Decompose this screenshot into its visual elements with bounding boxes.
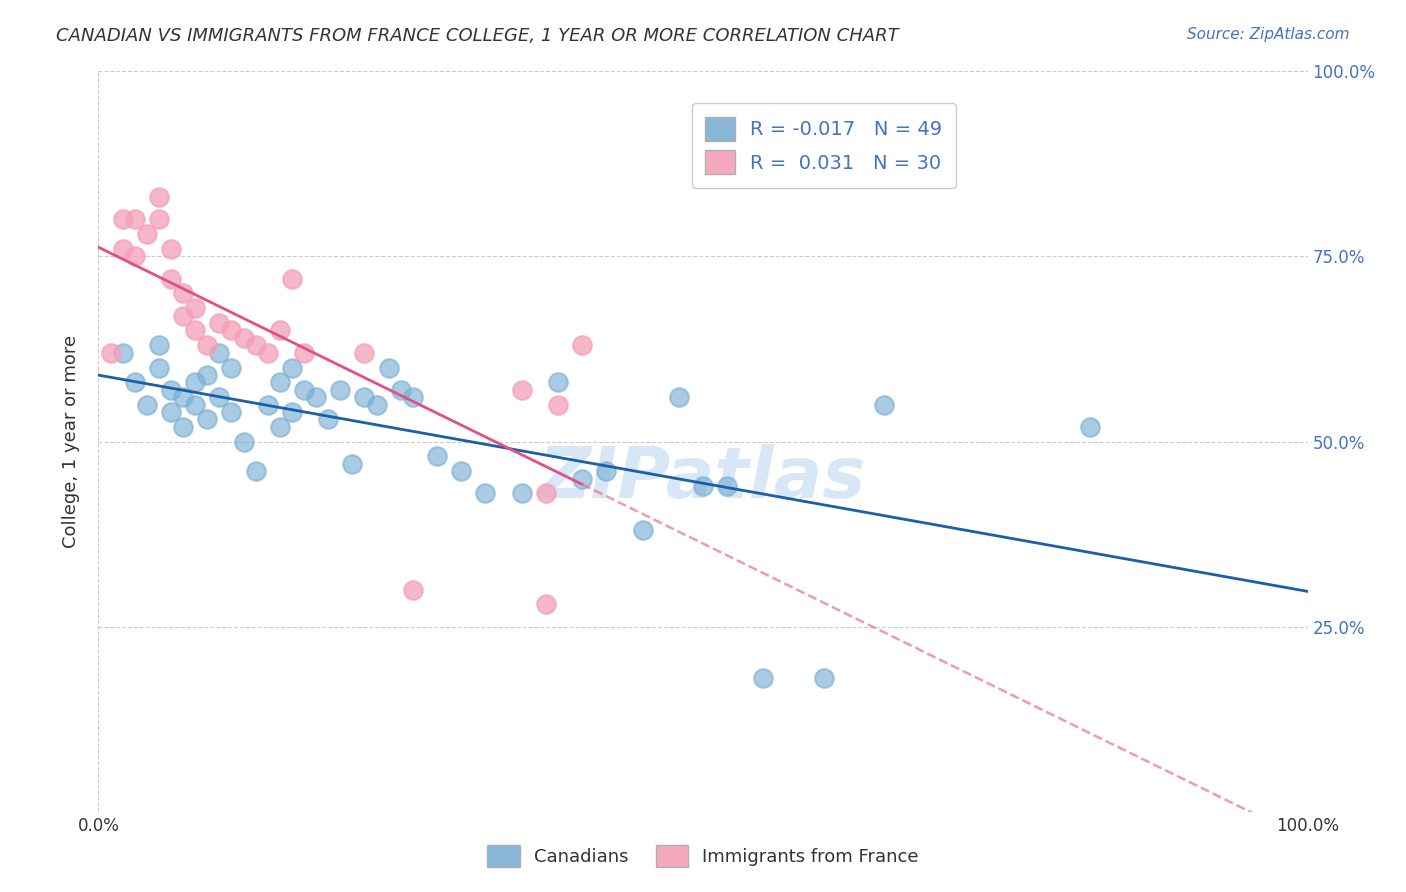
Point — [269, 376, 291, 390]
Point — [426, 450, 449, 464]
Point — [353, 390, 375, 404]
Point — [547, 376, 569, 390]
Point — [245, 338, 267, 352]
Point — [160, 383, 183, 397]
Point — [184, 324, 207, 338]
Point — [195, 412, 218, 426]
Point — [160, 242, 183, 256]
Point — [402, 582, 425, 597]
Point — [184, 398, 207, 412]
Point — [292, 383, 315, 397]
Point — [160, 271, 183, 285]
Point — [148, 212, 170, 227]
Point — [111, 212, 134, 227]
Point — [389, 383, 412, 397]
Point — [124, 376, 146, 390]
Point — [195, 368, 218, 382]
Point — [752, 672, 775, 686]
Point — [148, 338, 170, 352]
Point — [534, 598, 557, 612]
Point — [148, 190, 170, 204]
Point — [281, 360, 304, 375]
Text: Source: ZipAtlas.com: Source: ZipAtlas.com — [1187, 27, 1350, 42]
Point — [716, 479, 738, 493]
Point — [631, 524, 654, 538]
Point — [292, 345, 315, 359]
Point — [172, 309, 194, 323]
Point — [316, 412, 339, 426]
Point — [172, 390, 194, 404]
Point — [184, 301, 207, 316]
Point — [342, 457, 364, 471]
Legend: Canadians, Immigrants from France: Canadians, Immigrants from France — [479, 838, 927, 874]
Point — [208, 345, 231, 359]
Point — [281, 405, 304, 419]
Point — [281, 271, 304, 285]
Point — [813, 672, 835, 686]
Point — [111, 242, 134, 256]
Point — [377, 360, 399, 375]
Point — [148, 360, 170, 375]
Point — [124, 250, 146, 264]
Text: ZIPatlas: ZIPatlas — [540, 444, 866, 513]
Point — [111, 345, 134, 359]
Point — [547, 398, 569, 412]
Point — [534, 486, 557, 500]
Point — [245, 464, 267, 478]
Point — [232, 434, 254, 449]
Point — [450, 464, 472, 478]
Point — [329, 383, 352, 397]
Point — [366, 398, 388, 412]
Point — [100, 345, 122, 359]
Point — [256, 345, 278, 359]
Point — [571, 338, 593, 352]
Point — [510, 486, 533, 500]
Point — [135, 227, 157, 242]
Point — [1078, 419, 1101, 434]
Point — [402, 390, 425, 404]
Point — [221, 405, 243, 419]
Legend: R = -0.017   N = 49, R =  0.031   N = 30: R = -0.017 N = 49, R = 0.031 N = 30 — [692, 103, 956, 187]
Point — [172, 286, 194, 301]
Point — [692, 479, 714, 493]
Point — [256, 398, 278, 412]
Point — [305, 390, 328, 404]
Point — [571, 471, 593, 485]
Point — [474, 486, 496, 500]
Point — [124, 212, 146, 227]
Point — [269, 324, 291, 338]
Point — [269, 419, 291, 434]
Point — [221, 360, 243, 375]
Point — [232, 331, 254, 345]
Point — [668, 390, 690, 404]
Point — [160, 405, 183, 419]
Point — [208, 316, 231, 330]
Point — [195, 338, 218, 352]
Point — [208, 390, 231, 404]
Point — [510, 383, 533, 397]
Point — [184, 376, 207, 390]
Point — [873, 398, 896, 412]
Text: CANADIAN VS IMMIGRANTS FROM FRANCE COLLEGE, 1 YEAR OR MORE CORRELATION CHART: CANADIAN VS IMMIGRANTS FROM FRANCE COLLE… — [56, 27, 898, 45]
Point — [353, 345, 375, 359]
Point — [595, 464, 617, 478]
Point — [135, 398, 157, 412]
Point — [172, 419, 194, 434]
Y-axis label: College, 1 year or more: College, 1 year or more — [62, 335, 80, 548]
Point — [221, 324, 243, 338]
